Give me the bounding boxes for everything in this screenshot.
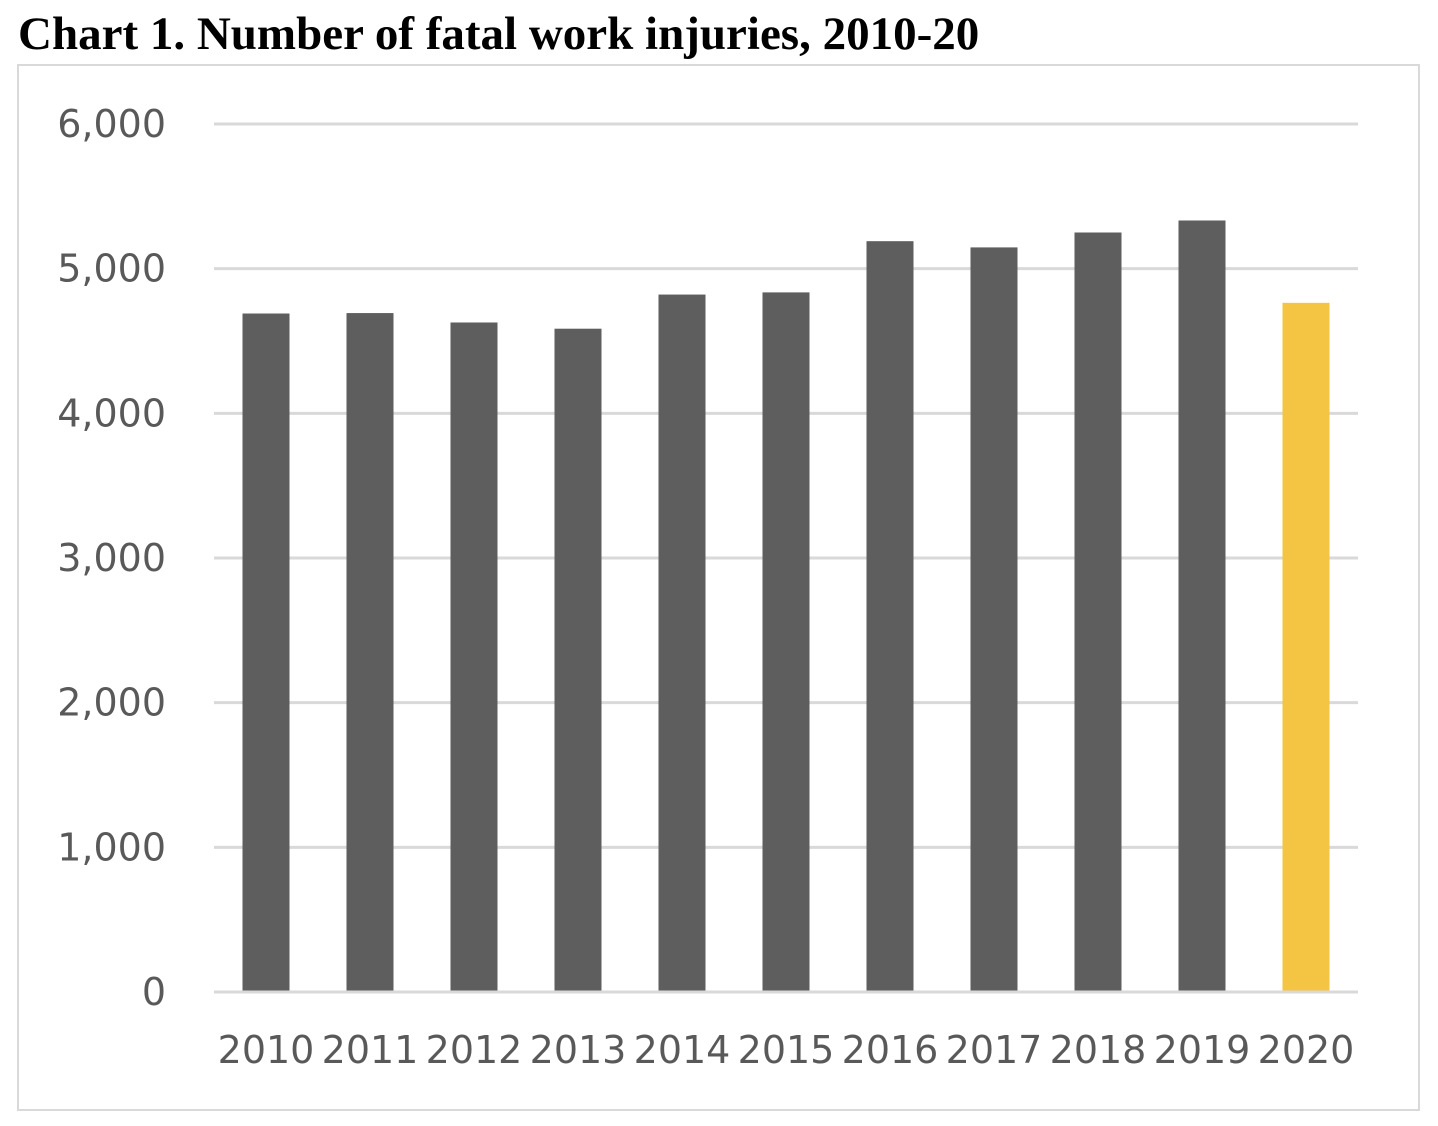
- x-tick-label: 2011: [322, 1028, 419, 1072]
- bar-2017: [970, 247, 1018, 993]
- y-tick-label: 4,000: [57, 391, 166, 435]
- y-tick-label: 3,000: [57, 536, 166, 580]
- bar-2020: [1282, 302, 1330, 993]
- y-tick-label: 2,000: [57, 681, 166, 725]
- bar-2019: [1178, 220, 1226, 992]
- y-tick-label: 5,000: [57, 247, 166, 291]
- bar-2015: [762, 292, 810, 993]
- x-tick-label: 2010: [218, 1028, 315, 1072]
- x-tick-label: 2018: [1050, 1028, 1147, 1072]
- y-tick-label: 6,000: [57, 102, 166, 146]
- y-tick-label: 1,000: [57, 825, 166, 869]
- bar-2012: [450, 322, 498, 992]
- bar-2010: [242, 313, 290, 993]
- x-tick-label: 2015: [738, 1028, 835, 1072]
- bar-2013: [554, 328, 602, 992]
- bar-2011: [346, 313, 394, 992]
- y-tick-label: 0: [142, 970, 166, 1014]
- x-tick-label: 2013: [530, 1028, 627, 1072]
- y-axis-tick-labels: 0 1,000 2,000 3,000 4,000 5,000 6,000: [57, 102, 166, 1014]
- x-tick-label: 2014: [634, 1028, 731, 1072]
- bars: [242, 220, 1330, 993]
- x-tick-label: 2019: [1154, 1028, 1251, 1072]
- x-tick-label: 2017: [946, 1028, 1043, 1072]
- chart-title: Chart 1. Number of fatal work injuries, …: [18, 8, 980, 60]
- x-axis-tick-labels: 2010 2011 2012 2013 2014 2015 2016 2017 2018 2019…: [218, 1028, 1355, 1072]
- bar-2016: [866, 241, 914, 992]
- x-tick-label: 2012: [426, 1028, 523, 1072]
- x-tick-label: 2020: [1258, 1028, 1355, 1072]
- bar-2014: [658, 294, 706, 992]
- x-tick-label: 2016: [842, 1028, 939, 1072]
- bar-2018: [1074, 232, 1122, 992]
